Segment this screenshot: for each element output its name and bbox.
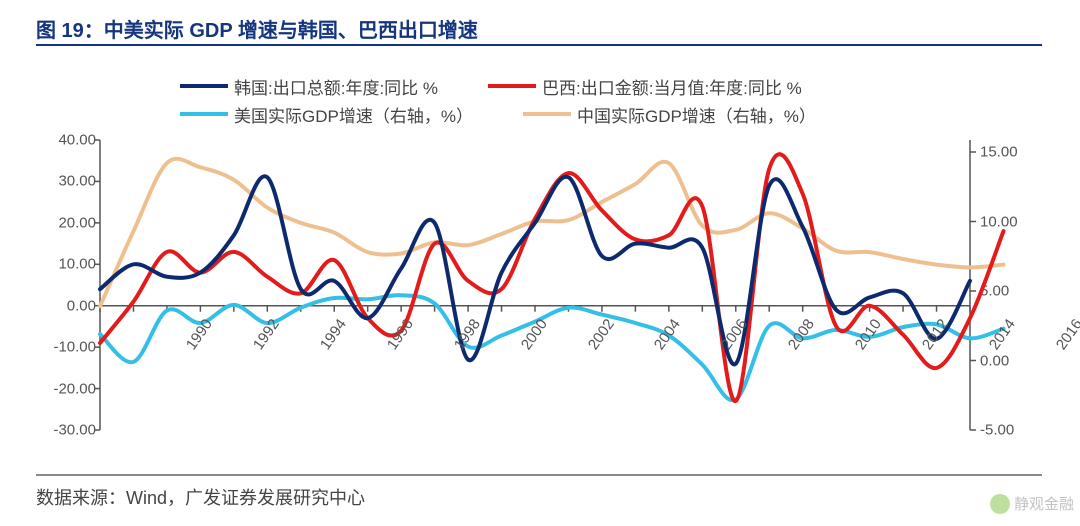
- legend-label: 韩国:出口总额:年度:同比 %: [234, 74, 438, 99]
- y-right-axis-labels: 15.0010.005.000.00-5.00: [980, 140, 1040, 430]
- y-left-tick: 10.00: [36, 256, 96, 273]
- chart-svg: [100, 140, 970, 430]
- wechat-icon: [990, 494, 1010, 514]
- y-left-tick: 40.00: [36, 132, 96, 149]
- y-right-tick: 0.00: [980, 352, 1040, 369]
- legend-swatch: [180, 112, 228, 117]
- legend: 韩国:出口总额:年度:同比 % 巴西:出口金额:当月值:年度:同比 % 美国实际…: [180, 72, 1000, 128]
- y-left-tick: -30.00: [36, 422, 96, 439]
- y-left-tick: 20.00: [36, 214, 96, 231]
- watermark: 静观金融: [990, 493, 1074, 514]
- chart-plot-area: 1990199219941996199820002002200420062008…: [100, 140, 970, 430]
- y-right-tick: 10.00: [980, 213, 1040, 230]
- legend-label: 中国实际GDP增速（右轴，%）: [577, 102, 816, 127]
- series-line-us_gdp: [100, 295, 1004, 400]
- source-text: 数据来源：Wind，广发证券发展研究中心: [36, 484, 365, 510]
- legend-swatch: [488, 84, 536, 89]
- y-right-tick: 5.00: [980, 283, 1040, 300]
- legend-item-korea: 韩国:出口总额:年度:同比 %: [180, 74, 438, 99]
- title-underline: [36, 44, 1042, 46]
- y-left-tick: -20.00: [36, 380, 96, 397]
- legend-swatch: [180, 84, 228, 89]
- chart-title: 图 19：中美实际 GDP 增速与韩国、巴西出口增速: [36, 14, 478, 43]
- y-right-tick: -5.00: [980, 422, 1040, 439]
- legend-label: 巴西:出口金额:当月值:年度:同比 %: [542, 74, 802, 99]
- source-divider: [36, 474, 1042, 476]
- legend-item-cngdp: 中国实际GDP增速（右轴，%）: [523, 102, 816, 127]
- y-left-axis-labels: -30.00-20.00-10.000.0010.0020.0030.0040.…: [36, 140, 96, 430]
- x-tick-label: 2016: [1053, 316, 1080, 353]
- legend-label: 美国实际GDP增速（右轴，%）: [234, 102, 473, 127]
- series-line-korea_export: [100, 176, 970, 364]
- y-right-tick: 15.00: [980, 144, 1040, 161]
- watermark-text: 静观金融: [1014, 493, 1074, 514]
- y-left-tick: 0.00: [36, 297, 96, 314]
- y-left-tick: 30.00: [36, 173, 96, 190]
- legend-swatch: [523, 112, 571, 117]
- y-left-tick: -10.00: [36, 339, 96, 356]
- legend-item-brazil: 巴西:出口金额:当月值:年度:同比 %: [488, 74, 802, 99]
- legend-item-usgdp: 美国实际GDP增速（右轴，%）: [180, 102, 473, 127]
